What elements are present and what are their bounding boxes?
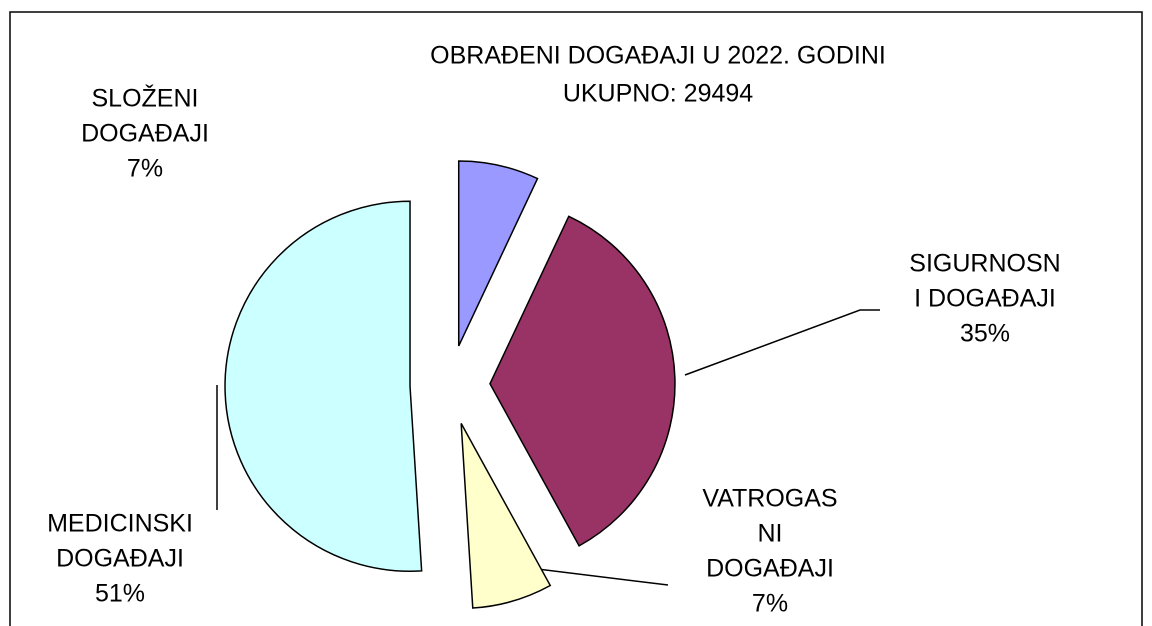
slice-label: I DOGAĐAJI [914,285,1056,313]
slice-label: MEDICINSKI [47,510,193,538]
slice-label: NI [758,520,783,548]
slice-label: SLOŽENI [92,84,199,113]
slice-label: DOGAĐAJI [81,120,209,148]
value-label: 35% [960,320,1010,348]
leader-line [684,309,880,376]
chart-subtitle: UKUPNO: 29494 [563,80,753,108]
pie-slice [489,215,676,547]
frame [9,11,1143,626]
slice-label: VATROGAS [702,485,837,513]
pie-slice [460,423,552,609]
value-label: 7% [127,155,163,183]
chart-title: OBRAĐENI DOGAĐAJI U 2022. GODINI [430,42,886,70]
slice-label: DOGAĐAJI [706,555,834,583]
value-label: 7% [752,590,788,618]
value-label: 51% [95,580,145,608]
slice-label: SIGURNOSN [909,250,1060,278]
slice-label: DOGAĐAJI [56,545,184,573]
pie-slice [457,160,539,347]
pie-slice [224,200,423,573]
